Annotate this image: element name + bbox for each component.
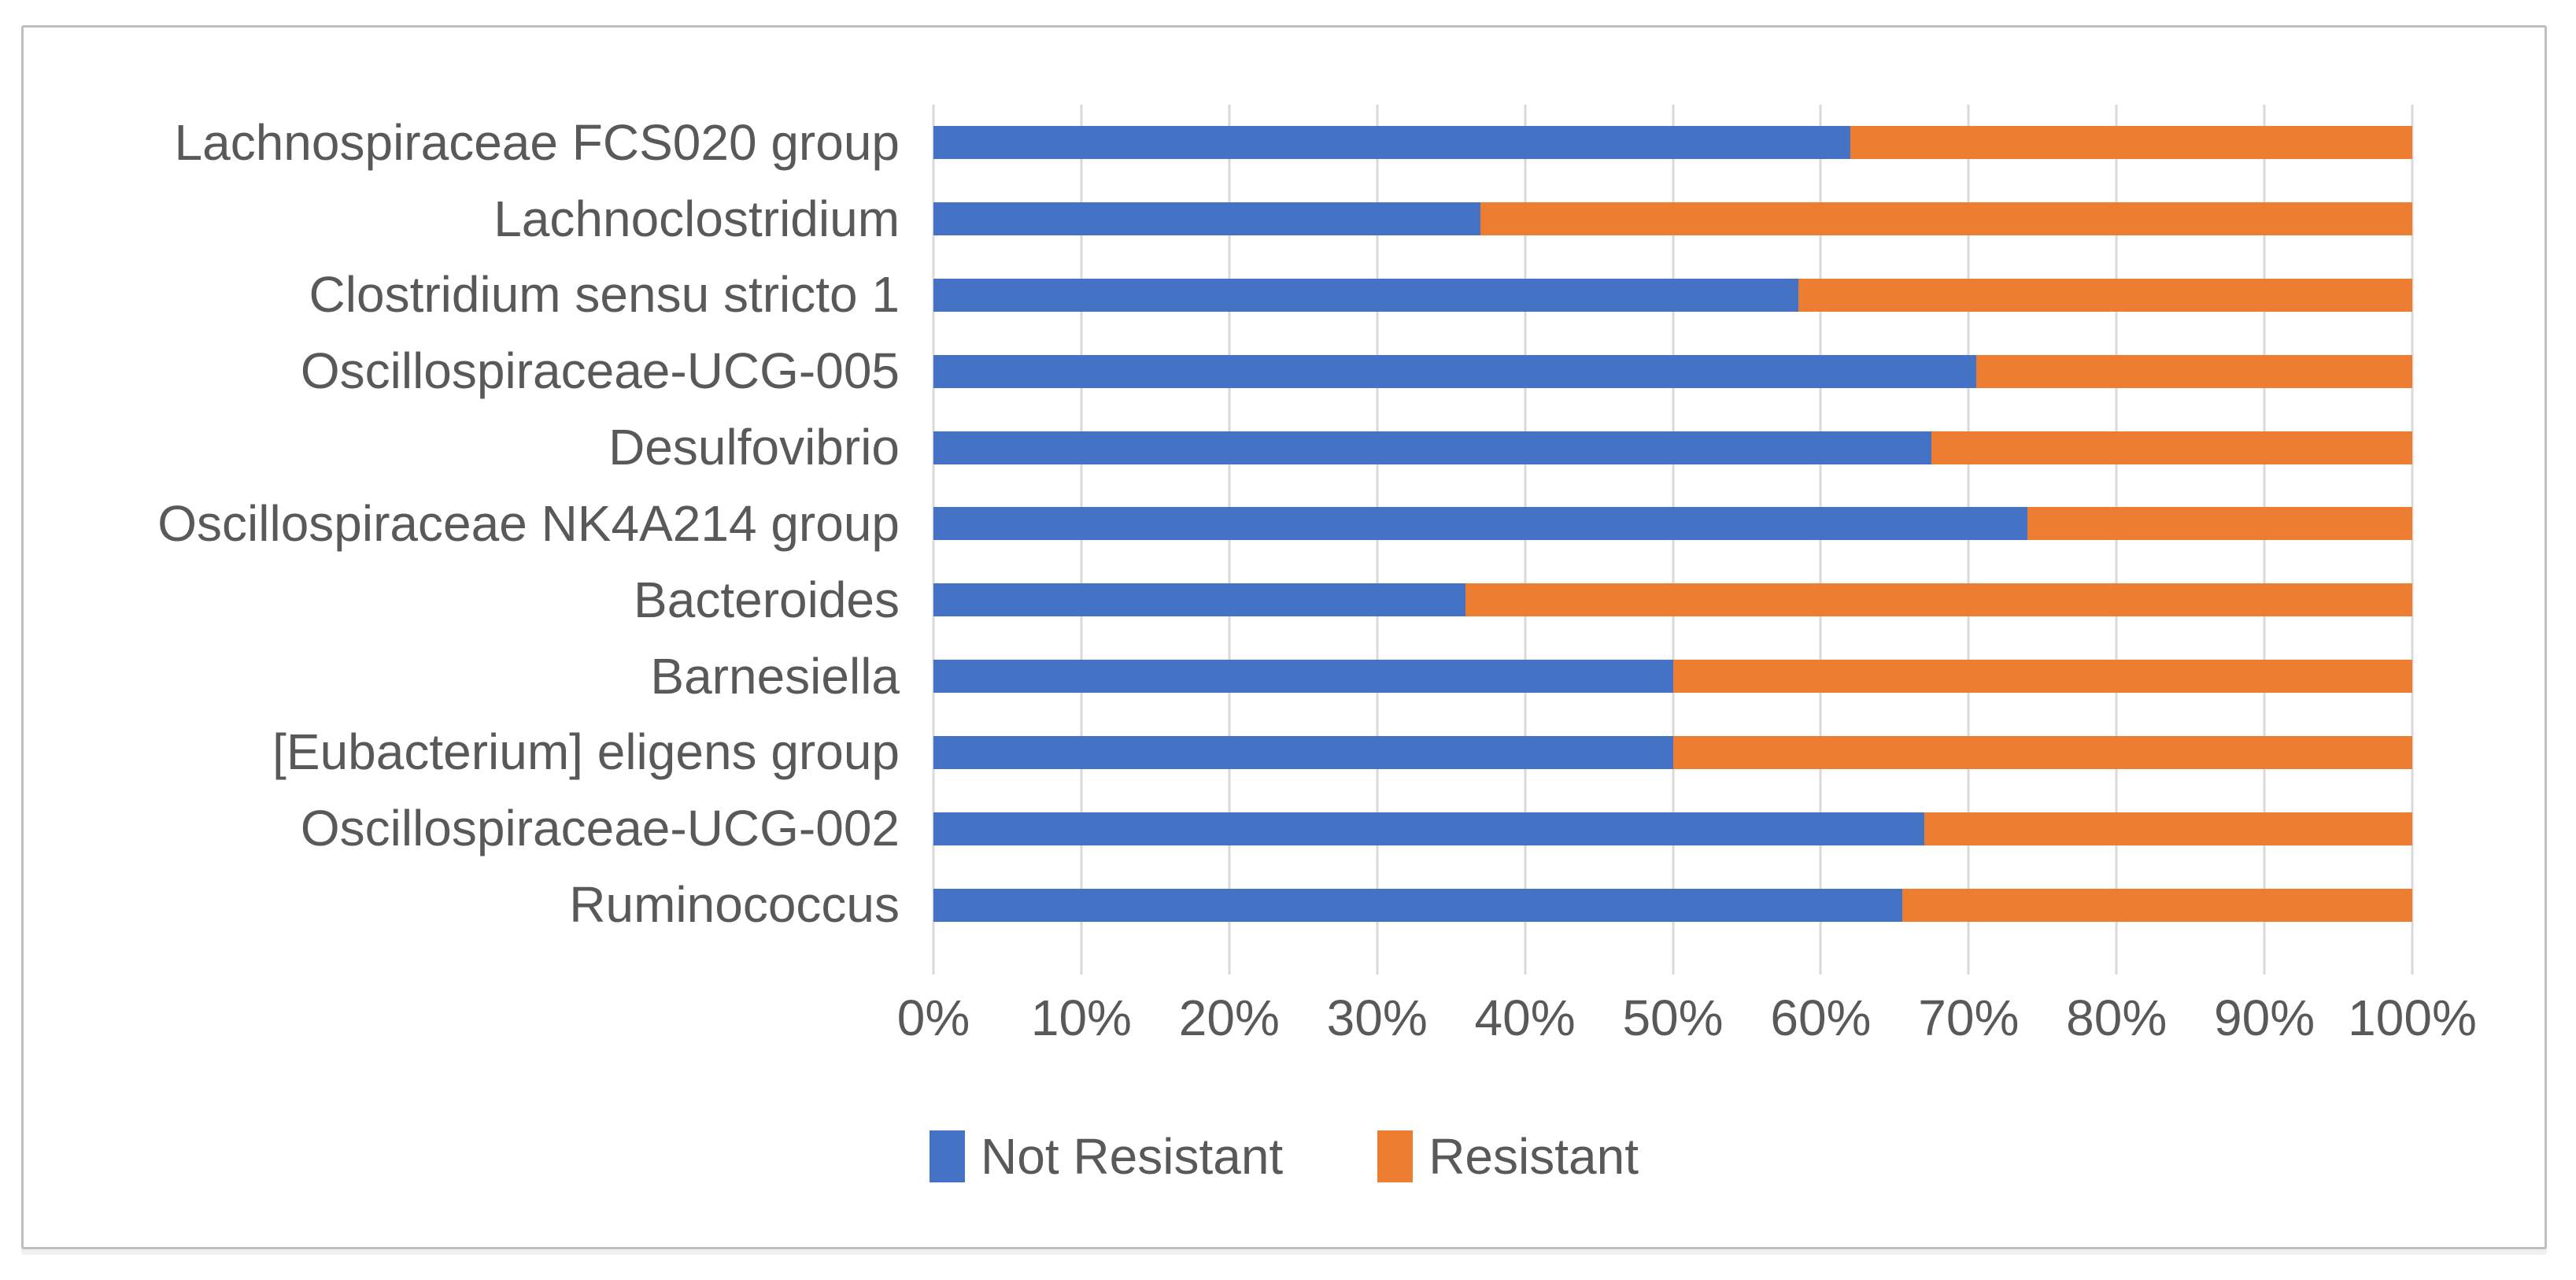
bar-track [933, 279, 2412, 313]
bar-row: Lachnospiraceae FCS020 group [24, 105, 2412, 181]
bar-track [933, 126, 2412, 160]
category-label: Oscillospiraceae-UCG-002 [300, 800, 900, 857]
bar-row: [Eubacterium] eligens group [24, 715, 2412, 791]
bar-row: Clostridium sensu stricto 1 [24, 257, 2412, 334]
legend-item-not-resistant: Not Resistant [930, 1127, 1283, 1186]
bar-segment-resistant [1672, 660, 2412, 694]
bar-track [933, 888, 2412, 922]
category-label: Oscillospiraceae-UCG-005 [300, 342, 900, 400]
bar-segment-not-resistant [933, 660, 1673, 694]
bar-track [933, 583, 2412, 617]
x-tick-label: 90% [2214, 990, 2315, 1046]
bar-segment-not-resistant [933, 202, 1481, 236]
bar-segment-not-resistant [933, 888, 1902, 922]
legend-marker-resistant [1377, 1130, 1414, 1182]
bar-segment-resistant [1902, 888, 2412, 922]
bar-segment-not-resistant [933, 431, 1932, 464]
bar-segment-resistant [1924, 812, 2412, 845]
category-label: Lachnoclostridium [493, 190, 900, 247]
bar-track [933, 354, 2412, 388]
bar-track [933, 202, 2412, 236]
x-tick-label: 10% [1030, 990, 1132, 1046]
bar-segment-not-resistant [933, 354, 1976, 388]
x-tick-label: 70% [1918, 990, 2020, 1046]
legend: Not Resistant Resistant [24, 1127, 2545, 1186]
chart-figure: Lachnospiraceae FCS020 group Lachnoclostr… [21, 25, 2547, 1249]
x-tick-label: 40% [1474, 990, 1576, 1046]
x-tick-label: 50% [1622, 990, 1724, 1046]
bar-segment-resistant [1465, 583, 2412, 617]
bar-track [933, 812, 2412, 845]
bar-row: Lachnoclostridium [24, 181, 2412, 257]
bar-row: Desulfovibrio [24, 409, 2412, 486]
bar-segment-resistant [1975, 354, 2412, 388]
x-tick-label: 0% [896, 990, 970, 1046]
legend-label: Not Resistant [981, 1128, 1284, 1185]
bar-row: Barnesiella [24, 638, 2412, 715]
category-label: Desulfovibrio [608, 419, 900, 476]
bar-row: Oscillospiraceae NK4A214 group [24, 486, 2412, 562]
x-tick-label: 80% [2066, 990, 2168, 1046]
bar-segment-not-resistant [933, 583, 1466, 617]
bar-track [933, 735, 2412, 769]
x-tick-label: 20% [1178, 990, 1280, 1046]
x-tick-label: 100% [2348, 990, 2477, 1046]
bar-segment-not-resistant [933, 279, 1799, 313]
category-label: Oscillospiraceae NK4A214 group [157, 494, 900, 552]
bar-row: Oscillospiraceae-UCG-002 [24, 790, 2412, 867]
bar-segment-not-resistant [933, 812, 1924, 845]
bar-segment-resistant [1931, 431, 2412, 464]
bar-track [933, 431, 2412, 464]
category-label: Bacteroides [634, 571, 900, 628]
plot-area: Lachnospiraceae FCS020 group Lachnoclostr… [24, 105, 2412, 943]
bar-row: Ruminococcus [24, 867, 2412, 943]
bar-segment-resistant [2027, 507, 2412, 541]
bar-segment-resistant [1850, 126, 2412, 160]
bar-segment-resistant [1672, 735, 2412, 769]
bar-row: Bacteroides [24, 562, 2412, 638]
bar-segment-not-resistant [933, 507, 2028, 541]
legend-item-resistant: Resistant [1377, 1127, 1639, 1186]
bar-track [933, 507, 2412, 541]
category-label: Barnesiella [650, 647, 900, 705]
category-label: Clostridium sensu stricto 1 [309, 266, 900, 324]
bar-segment-resistant [1798, 279, 2412, 313]
x-tick-label: 30% [1326, 990, 1428, 1046]
category-label: Ruminococcus [569, 875, 900, 933]
x-tick-label: 60% [1770, 990, 1872, 1046]
legend-marker-not-resistant [930, 1130, 966, 1182]
bar-segment-not-resistant [933, 126, 1850, 160]
bar-track [933, 660, 2412, 694]
category-label: [Eubacterium] eligens group [272, 723, 900, 781]
bar-row: Oscillospiraceae-UCG-005 [24, 333, 2412, 409]
bar-segment-resistant [1480, 202, 2412, 236]
x-axis: 0% 10% 20% 30% 40% 50% 60% 70% 80% 90% 100% [897, 990, 2477, 1047]
legend-label: Resistant [1428, 1128, 1639, 1185]
category-label: Lachnospiraceae FCS020 group [174, 113, 900, 171]
bar-segment-not-resistant [933, 735, 1673, 769]
